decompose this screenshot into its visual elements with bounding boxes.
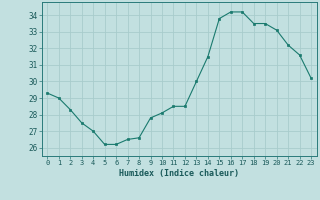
X-axis label: Humidex (Indice chaleur): Humidex (Indice chaleur) xyxy=(119,169,239,178)
